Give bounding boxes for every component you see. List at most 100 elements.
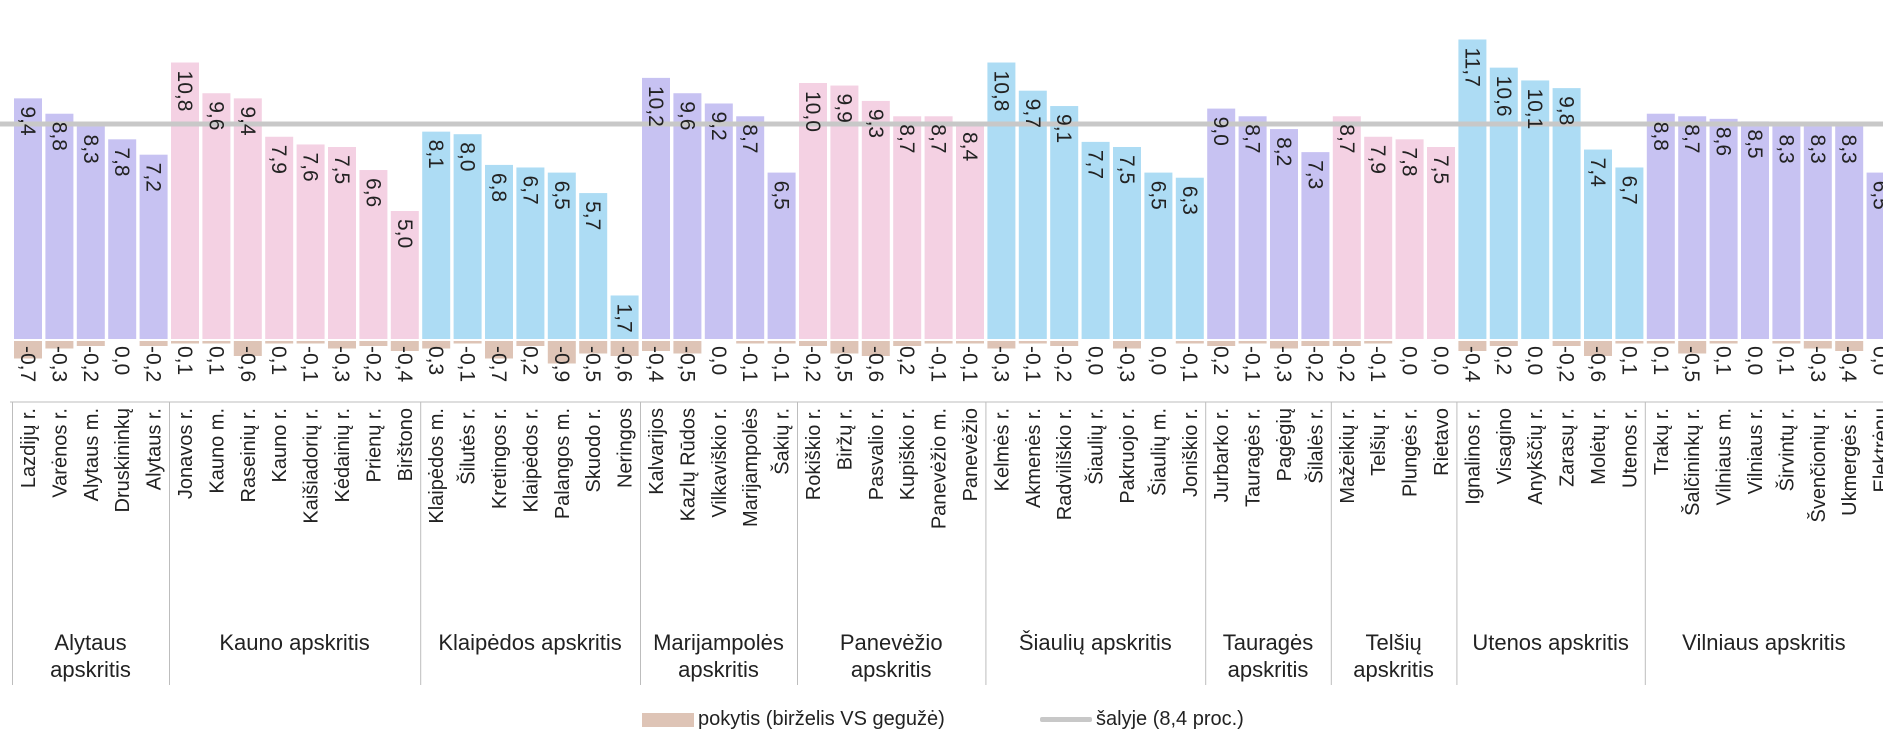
change-bar	[202, 341, 231, 344]
bar	[14, 98, 42, 339]
bar	[1458, 39, 1487, 339]
bar	[453, 134, 482, 339]
change-bar	[1646, 341, 1675, 344]
bar	[956, 123, 984, 340]
group-label: apskritis	[50, 657, 131, 682]
category-label: Neringos	[615, 408, 637, 488]
category-label: Zarasų r.	[1557, 408, 1579, 487]
group-label: apskritis	[678, 657, 759, 682]
change-label: -0,4	[1460, 346, 1483, 383]
change-bar	[1238, 341, 1267, 344]
change-bar	[516, 341, 545, 346]
bar	[673, 93, 702, 340]
category-label: Šiaulių m.	[1147, 408, 1170, 496]
change-bar	[1113, 341, 1141, 349]
change-bar	[265, 341, 294, 344]
value-label: 8,7	[1680, 124, 1703, 153]
category-label: Rokiškio r.	[803, 408, 825, 500]
category-label: Kalvarijos	[646, 408, 668, 495]
change-bar	[1301, 341, 1330, 346]
value-label: 8,3	[1837, 135, 1860, 164]
change-label: -0,2	[142, 346, 165, 382]
group-label: Šiaulių apskritis	[1019, 630, 1172, 655]
category-label: Birštono	[395, 408, 417, 481]
value-label: 9,6	[675, 101, 698, 130]
category-label: Palangos m.	[552, 408, 574, 519]
bar	[1835, 126, 1864, 340]
value-label: 7,8	[1398, 147, 1421, 176]
change-bar	[1207, 341, 1236, 346]
category-label: Jurbarko r.	[1211, 408, 1233, 502]
change-label: -0,1	[770, 346, 793, 382]
value-label: 8,3	[79, 135, 102, 164]
value-label: 10,8	[173, 71, 196, 112]
bar	[485, 164, 513, 339]
bar	[830, 85, 859, 339]
change-label: -0,2	[1052, 346, 1075, 382]
change-bar	[861, 341, 890, 356]
category-label: Lazdijų r.	[18, 408, 40, 488]
category-label: Panevėžio	[960, 408, 982, 501]
bar	[1741, 121, 1769, 340]
category-label: Vilkaviškio r.	[709, 408, 731, 518]
change-bar	[359, 341, 388, 346]
change-label: -0,1	[958, 346, 981, 382]
change-label: 0,0	[1523, 346, 1546, 375]
change-label: -0,1	[1178, 346, 1201, 382]
change-bar	[1552, 341, 1581, 346]
change-label: -0,3	[1115, 346, 1138, 382]
change-label: -0,2	[1555, 346, 1578, 382]
value-label: 10,2	[644, 86, 667, 127]
value-label: 7,5	[1429, 155, 1452, 184]
bar	[1238, 116, 1267, 339]
value-label: 7,6	[299, 152, 322, 181]
change-labels: -0,7 -0,3 -0,2 0,0 -0,2 0,1 0,1 -0,6 0,1 -0,1 -0,3…	[16, 346, 1883, 383]
legend: pokytis (birželis VS gegužė) šalyje (8,4…	[0, 708, 1883, 732]
bar	[893, 116, 922, 339]
bar	[736, 116, 765, 339]
bar	[579, 193, 608, 339]
change-label: -0,2	[1303, 346, 1326, 382]
change-bar	[328, 341, 356, 349]
category-label: Joniškio r.	[1180, 408, 1202, 497]
legend-swatch-change	[642, 712, 694, 727]
value-label: 8,7	[1335, 124, 1358, 153]
value-label: 9,7	[1021, 99, 1044, 128]
bar	[1113, 147, 1141, 339]
category-label: Jonavos r.	[175, 408, 197, 499]
change-label: -0,7	[16, 346, 39, 382]
change-label: -0,5	[1680, 346, 1703, 382]
bar	[1646, 113, 1675, 339]
category-label: Akmenės r.	[1023, 408, 1045, 508]
bar	[1489, 67, 1518, 339]
change-bar	[453, 341, 482, 344]
change-label: 0,1	[173, 346, 196, 375]
change-bar	[1364, 341, 1393, 344]
change-label: 0,2	[518, 346, 541, 375]
category-label: Druskininkų	[112, 408, 134, 512]
bar	[1018, 90, 1047, 340]
change-label: -0,5	[832, 346, 855, 382]
bar	[516, 167, 545, 339]
change-label: 0,1	[1774, 346, 1797, 375]
value-label: 7,5	[1115, 155, 1138, 184]
bar	[233, 98, 262, 339]
change-label: -0,1	[456, 346, 479, 382]
change-label: -0,4	[644, 346, 667, 383]
bar	[1395, 139, 1424, 339]
category-label: Šiaulių r.	[1085, 408, 1108, 485]
change-label: -0,6	[236, 346, 259, 382]
value-label: 8,7	[927, 124, 950, 153]
category-label: Prienų r.	[363, 408, 385, 482]
change-label: -0,2	[361, 346, 384, 382]
bar	[1427, 147, 1455, 339]
category-label: Pakruojo r.	[1117, 408, 1139, 504]
change-bar	[45, 341, 74, 349]
bar	[390, 211, 419, 339]
category-label: Biržų r.	[834, 408, 856, 470]
value-label: 7,2	[142, 163, 165, 192]
value-label: 9,3	[864, 109, 887, 138]
category-label: Švenčionių r.	[1807, 408, 1830, 523]
change-bar	[1050, 341, 1079, 346]
value-label: 10,6	[1492, 76, 1515, 117]
